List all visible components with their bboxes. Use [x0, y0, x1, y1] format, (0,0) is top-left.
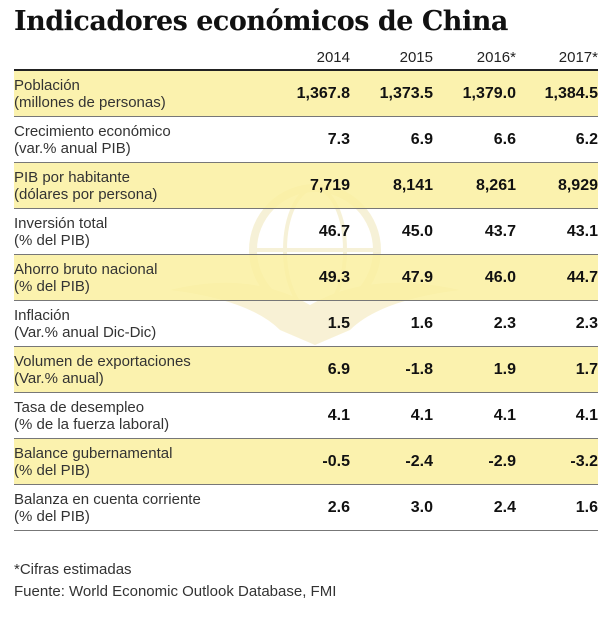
- row-label-unit: (Var.% anual Dic-Dic): [14, 324, 157, 341]
- table-cell: 4.1: [493, 407, 516, 424]
- table-cell: -0.5: [322, 453, 350, 470]
- table-cell: 1,379.0: [462, 85, 516, 102]
- table-cell: 3.0: [410, 499, 433, 516]
- table-cell: -2.4: [405, 453, 433, 470]
- row-label-main: Volumen de exportaciones: [14, 353, 191, 370]
- table-row: Población (millones de personas) 1,367.8 1,…: [14, 71, 598, 117]
- table-cell: 2.6: [327, 499, 350, 516]
- row-label: Tasa de desempleo (% de la fuerza laboral…: [14, 399, 169, 433]
- row-label: Inflación (Var.% anual Dic-Dic): [14, 307, 156, 341]
- row-label-unit: (millones de personas): [14, 94, 166, 111]
- table-cell: 8,261: [475, 177, 516, 194]
- footnote: *Cifras estimadas: [14, 561, 132, 578]
- table-cell: 4.1: [575, 407, 598, 424]
- table-cell: 2.3: [493, 315, 516, 332]
- table-row: Balanza en cuenta corriente (% del PIB) 2.…: [14, 485, 598, 531]
- row-label-main: Ahorro bruto nacional: [14, 261, 158, 278]
- row-label-main: Balance gubernamental: [14, 445, 173, 462]
- table-cell: 7,719: [309, 177, 350, 194]
- table-cell: 4.1: [327, 407, 350, 424]
- table-row: Inversión total (% del PIB) 46.7 45.0 43.7 43…: [14, 209, 598, 255]
- column-header: 2014: [316, 49, 350, 66]
- table-cell: 1,367.8: [296, 85, 350, 102]
- table-cell: 49.3: [318, 269, 350, 286]
- table-cell: 1,373.5: [379, 85, 433, 102]
- row-label-main: Crecimiento económico: [14, 123, 171, 140]
- table-row: Tasa de desempleo (% de la fuerza laboral…: [14, 393, 598, 439]
- table-cell: 4.1: [410, 407, 433, 424]
- table-cell: 7.3: [327, 131, 350, 148]
- table-row: Inflación (Var.% anual Dic-Dic) 1.5 1.6 2.3 2…: [14, 301, 598, 347]
- row-label-main: Inversión total: [14, 215, 108, 232]
- table-row: PIB por habitante (dólares por persona) 7,…: [14, 163, 598, 209]
- header-row: 2014 2015 2016* 2017*: [14, 46, 598, 71]
- table-cell: 8,141: [392, 177, 433, 194]
- row-label-main: Balanza en cuenta corriente: [14, 491, 201, 508]
- table-cell: 47.9: [401, 269, 433, 286]
- table-cell: -2.9: [488, 453, 516, 470]
- table-cell: -3.2: [570, 453, 598, 470]
- row-label-unit: (Var.% anual): [14, 370, 104, 387]
- table-cell: 46.0: [484, 269, 516, 286]
- table-cell: 6.9: [327, 361, 350, 378]
- row-label-unit: (var.% anual PIB): [14, 140, 131, 157]
- column-header: 2016*: [476, 49, 516, 66]
- indicators-table: 2014 2015 2016* 2017* Población (millones de…: [14, 46, 598, 531]
- table-cell: 44.7: [566, 269, 598, 286]
- row-label: PIB por habitante (dólares por persona): [14, 169, 157, 203]
- row-label-unit: (% del PIB): [14, 462, 90, 479]
- table-cell: 1.7: [575, 361, 598, 378]
- source-note: Fuente: World Economic Outlook Database,…: [14, 583, 337, 600]
- table-cell: 1.9: [493, 361, 516, 378]
- row-label-unit: (dólares por persona): [14, 186, 158, 203]
- table-cell: 2.4: [493, 499, 516, 516]
- column-header: 2017*: [558, 49, 598, 66]
- row-label: Balanza en cuenta corriente (% del PIB): [14, 491, 201, 525]
- table-cell: 6.2: [575, 131, 598, 148]
- table-row: Volumen de exportaciones (Var.% anual) 6.9…: [14, 347, 598, 393]
- table-cell: 6.6: [493, 131, 516, 148]
- table-row: Ahorro bruto nacional (% del PIB) 49.3 47.9…: [14, 255, 598, 301]
- table-cell: 6.9: [410, 131, 433, 148]
- table-cell: 1.6: [575, 499, 598, 516]
- row-label-main: PIB por habitante: [14, 169, 130, 186]
- table-cell: 1.6: [410, 315, 433, 332]
- page-title: Indicadores económicos de China: [14, 6, 508, 37]
- table-cell: -1.8: [405, 361, 433, 378]
- row-label-unit: (% del PIB): [14, 508, 90, 525]
- row-label-main: Población: [14, 77, 80, 94]
- row-label: Crecimiento económico (var.% anual PIB): [14, 123, 171, 157]
- row-label: Volumen de exportaciones (Var.% anual): [14, 353, 191, 387]
- table-cell: 43.7: [484, 223, 516, 240]
- table-cell: 2.3: [575, 315, 598, 332]
- table-cell: 45.0: [401, 223, 433, 240]
- row-label: Ahorro bruto nacional (% del PIB): [14, 261, 157, 295]
- table-cell: 46.7: [318, 223, 350, 240]
- column-header: 2015: [399, 49, 433, 66]
- table-row: Balance gubernamental (% del PIB) -0.5 -2.4…: [14, 439, 598, 485]
- table-row: Crecimiento económico (var.% anual PIB) 7.…: [14, 117, 598, 163]
- row-label: Balance gubernamental (% del PIB): [14, 445, 172, 479]
- row-label-main: Inflación: [14, 307, 70, 324]
- row-label: Inversión total (% del PIB): [14, 215, 107, 249]
- row-label-unit: (% de la fuerza laboral): [14, 416, 170, 433]
- row-label-unit: (% del PIB): [14, 232, 90, 249]
- row-label: Población (millones de personas): [14, 77, 166, 111]
- table-cell: 8,929: [557, 177, 598, 194]
- row-label-main: Tasa de desempleo: [14, 399, 145, 416]
- row-label-unit: (% del PIB): [14, 278, 90, 295]
- table-cell: 43.1: [566, 223, 598, 240]
- table-cell: 1.5: [327, 315, 350, 332]
- table-cell: 1,384.5: [544, 85, 598, 102]
